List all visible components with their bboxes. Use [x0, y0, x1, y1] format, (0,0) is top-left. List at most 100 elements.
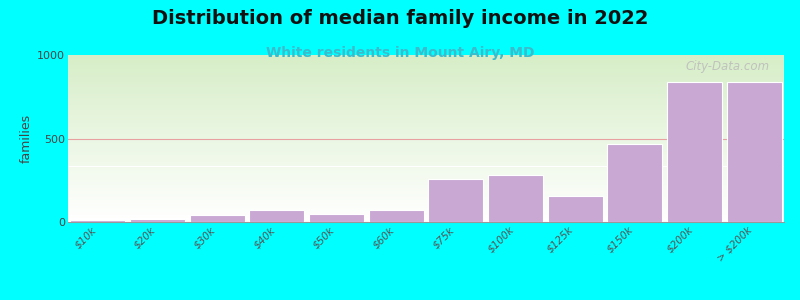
Bar — [68, 197, 784, 198]
Text: White residents in Mount Airy, MD: White residents in Mount Airy, MD — [266, 46, 534, 61]
Bar — [68, 194, 784, 195]
Bar — [68, 191, 784, 192]
Bar — [68, 150, 784, 151]
Bar — [68, 92, 784, 93]
Bar — [68, 85, 784, 86]
Bar — [68, 56, 784, 57]
Bar — [68, 183, 784, 184]
Bar — [68, 187, 784, 188]
Bar — [68, 184, 784, 185]
Bar — [68, 61, 784, 62]
Bar — [68, 121, 784, 122]
Bar — [68, 198, 784, 199]
Bar — [309, 214, 364, 222]
Bar — [68, 124, 784, 125]
Bar — [68, 60, 784, 61]
Bar — [68, 69, 784, 70]
Bar — [68, 79, 784, 80]
Bar — [68, 190, 784, 191]
Bar — [68, 152, 784, 153]
Bar — [68, 65, 784, 66]
Bar — [68, 146, 784, 147]
Text: Distribution of median family income in 2022: Distribution of median family income in … — [152, 9, 648, 28]
Bar — [68, 143, 784, 144]
Bar — [68, 110, 784, 111]
Bar — [548, 196, 602, 222]
Bar — [68, 68, 784, 69]
Bar — [68, 109, 784, 110]
Bar — [68, 169, 784, 170]
Bar — [68, 123, 784, 124]
Bar — [68, 66, 784, 67]
Bar — [190, 214, 245, 222]
Bar — [68, 186, 784, 187]
Bar — [68, 155, 784, 156]
Bar — [68, 80, 784, 81]
Bar — [68, 164, 784, 165]
Bar — [68, 86, 784, 87]
Bar — [68, 104, 784, 105]
Bar — [68, 218, 784, 219]
Bar — [68, 154, 784, 155]
Bar — [68, 214, 784, 215]
Bar — [68, 59, 784, 60]
Bar — [130, 219, 185, 222]
Bar — [68, 61, 784, 62]
Bar — [70, 220, 126, 222]
Bar — [68, 77, 784, 78]
Bar — [68, 173, 784, 174]
Bar — [68, 156, 784, 157]
Bar — [68, 75, 784, 76]
Bar — [68, 174, 784, 175]
Bar — [68, 141, 784, 142]
Bar — [68, 99, 784, 100]
Bar — [68, 76, 784, 77]
Bar — [369, 210, 424, 222]
Bar — [68, 171, 784, 172]
Bar — [68, 88, 784, 89]
Bar — [68, 70, 784, 71]
Bar — [68, 207, 784, 208]
Bar — [68, 71, 784, 72]
Bar — [68, 118, 784, 119]
Bar — [68, 107, 784, 108]
Bar — [68, 78, 784, 79]
Bar — [68, 188, 784, 189]
Bar — [68, 83, 784, 84]
Bar — [68, 96, 784, 97]
Bar — [68, 82, 784, 83]
Bar — [667, 82, 722, 222]
Y-axis label: families: families — [20, 114, 33, 163]
Bar — [68, 125, 784, 126]
Bar — [68, 158, 784, 159]
Bar — [68, 102, 784, 103]
Bar — [68, 212, 784, 213]
Bar — [68, 159, 784, 160]
Bar — [68, 176, 784, 177]
Bar — [68, 219, 784, 220]
Bar — [68, 97, 784, 98]
Bar — [68, 134, 784, 135]
Bar — [68, 87, 784, 88]
Bar — [68, 129, 784, 130]
Bar — [68, 144, 784, 145]
Bar — [68, 101, 784, 102]
Bar — [68, 111, 784, 112]
Bar — [68, 149, 784, 150]
Bar — [68, 95, 784, 96]
Bar — [68, 93, 784, 94]
Bar — [68, 127, 784, 128]
Bar — [68, 201, 784, 202]
Bar — [68, 114, 784, 115]
Bar — [68, 165, 784, 166]
Bar — [68, 178, 784, 179]
Bar — [68, 119, 784, 120]
Bar — [68, 200, 784, 201]
Bar — [607, 144, 662, 222]
Bar — [68, 203, 784, 204]
Bar — [68, 163, 784, 164]
Bar — [68, 213, 784, 214]
Bar — [68, 170, 784, 171]
Bar — [68, 63, 784, 64]
Bar — [68, 208, 784, 209]
